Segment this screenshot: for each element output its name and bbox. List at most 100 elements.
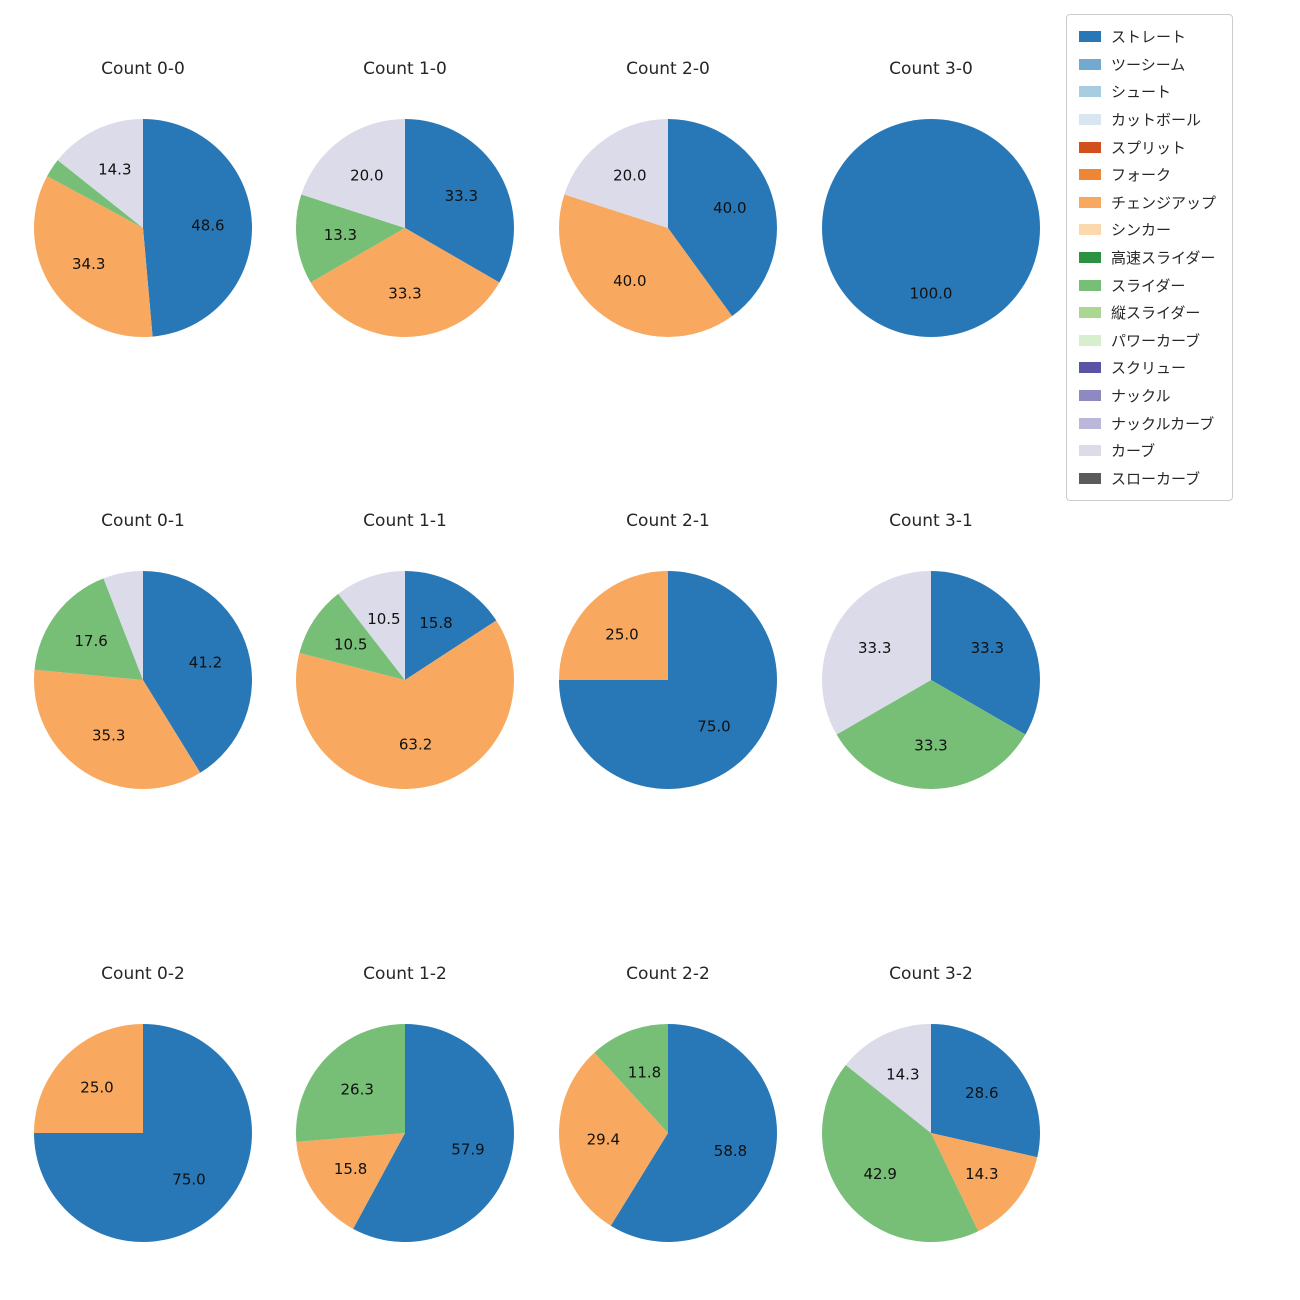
slice-percentage-label: 57.9 bbox=[451, 1140, 484, 1158]
slice-percentage-label: 25.0 bbox=[80, 1078, 113, 1096]
pie-slice bbox=[103, 571, 143, 680]
pie-chart: 28.6 14.3 42.9 14.3 bbox=[821, 1024, 1041, 1243]
pie-chart: 41.2 35.3 17.6 bbox=[33, 571, 252, 790]
slice-percentage-label: 13.3 bbox=[324, 226, 357, 244]
pie-slice bbox=[836, 680, 1026, 790]
pie-slice bbox=[47, 160, 143, 228]
pie-slice bbox=[931, 1024, 1041, 1158]
chart-title: Count 0-1 bbox=[101, 511, 185, 531]
pie-slice bbox=[594, 1024, 668, 1133]
slice-percentage-label: 33.3 bbox=[971, 639, 1004, 657]
legend-item: ナックルカーブ bbox=[1079, 409, 1216, 437]
legend-label: カーブ bbox=[1111, 442, 1156, 461]
pie-slice bbox=[33, 669, 201, 790]
legend-item: ツーシーム bbox=[1079, 51, 1216, 79]
legend-item: チェンジアップ bbox=[1079, 189, 1216, 217]
legend-item: パワーカーブ bbox=[1079, 327, 1216, 355]
chart-title: Count 0-0 bbox=[101, 59, 185, 79]
slice-percentage-label: 40.0 bbox=[613, 272, 646, 290]
legend-swatch bbox=[1079, 58, 1101, 70]
slice-percentage-label: 63.2 bbox=[399, 735, 432, 753]
legend-item: シュート bbox=[1079, 78, 1216, 106]
legend-label: スローカーブ bbox=[1111, 469, 1201, 488]
pie-slice bbox=[564, 119, 668, 228]
slice-percentage-label: 15.8 bbox=[419, 614, 452, 632]
pie-slice bbox=[610, 1024, 778, 1242]
slice-percentage-label: 33.3 bbox=[858, 639, 891, 657]
legend-swatch bbox=[1079, 334, 1101, 346]
legend-item: フォーク bbox=[1079, 161, 1216, 189]
slice-percentage-label: 35.3 bbox=[92, 726, 125, 744]
pie-slice bbox=[338, 571, 405, 680]
slice-percentage-label: 17.6 bbox=[74, 632, 107, 650]
legend-item: シンカー bbox=[1079, 216, 1216, 244]
legend-swatch bbox=[1079, 114, 1101, 126]
slice-percentage-label: 41.2 bbox=[189, 654, 222, 672]
pie-slice bbox=[33, 176, 153, 338]
slice-percentage-label: 33.3 bbox=[445, 187, 478, 205]
slice-percentage-label: 58.8 bbox=[714, 1142, 747, 1160]
legend-label: ストレート bbox=[1111, 28, 1187, 47]
pie-chart: 15.8 63.2 10.510.5 bbox=[295, 571, 514, 789]
slice-percentage-label: 100.0 bbox=[910, 284, 953, 302]
pie-chart: 33.3 33.3 33.3 bbox=[821, 571, 1041, 790]
pie-slice bbox=[668, 119, 777, 317]
legend-label: シンカー bbox=[1111, 221, 1172, 240]
legend-swatch bbox=[1079, 31, 1101, 43]
slice-percentage-label: 14.3 bbox=[965, 1165, 998, 1183]
legend-swatch bbox=[1079, 196, 1101, 208]
pie-chart: 75.0 25.0 bbox=[34, 1024, 252, 1242]
pie-slice bbox=[353, 1024, 514, 1242]
legend-swatch bbox=[1079, 86, 1101, 98]
pie-chart: 40.0 40.0 20.0 bbox=[558, 119, 777, 338]
legend-label: カットボール bbox=[1111, 111, 1202, 130]
chart-title: Count 2-0 bbox=[626, 59, 710, 79]
legend-label: 縦スライダー bbox=[1111, 304, 1201, 323]
pie-slice bbox=[295, 620, 514, 789]
pie-chart: 75.0 25.0 bbox=[559, 571, 777, 789]
legend-label: シュート bbox=[1111, 83, 1172, 102]
legend-label: ナックル bbox=[1111, 387, 1171, 406]
pie-slice bbox=[299, 593, 405, 680]
pie-slice bbox=[931, 571, 1041, 735]
slice-percentage-label: 26.3 bbox=[340, 1080, 373, 1098]
pie-slice bbox=[821, 1065, 979, 1243]
legend-swatch bbox=[1079, 224, 1101, 236]
slice-percentage-label: 75.0 bbox=[172, 1170, 205, 1188]
legend-label: スライダー bbox=[1111, 276, 1186, 295]
pie-slice bbox=[405, 571, 497, 680]
slice-percentage-label: 10.5 bbox=[367, 610, 400, 628]
pie-slice bbox=[143, 571, 252, 773]
legend-swatch bbox=[1079, 252, 1101, 264]
chart-title: Count 3-1 bbox=[889, 511, 973, 531]
legend-label: ナックルカーブ bbox=[1111, 414, 1215, 433]
pie-slice bbox=[295, 1024, 405, 1142]
legend-item: スプリット bbox=[1079, 133, 1216, 161]
pie-slice bbox=[405, 119, 515, 283]
legend-swatch bbox=[1079, 390, 1101, 402]
legend: ストレートツーシームシュートカットボールスプリットフォークチェンジアップシンカー… bbox=[1066, 14, 1234, 502]
chart-title: Count 1-1 bbox=[363, 511, 447, 531]
pie-slice bbox=[558, 194, 733, 338]
pie-slice bbox=[845, 1024, 931, 1133]
pie-chart: 33.3 33.3 13.3 20.0 bbox=[295, 118, 515, 338]
pie-slice bbox=[295, 194, 405, 283]
slice-percentage-label: 42.9 bbox=[863, 1165, 896, 1183]
legend-label: フォーク bbox=[1111, 166, 1172, 185]
slice-percentage-label: 15.8 bbox=[334, 1160, 367, 1178]
slice-percentage-label: 10.5 bbox=[334, 636, 367, 654]
slice-percentage-label: 25.0 bbox=[605, 625, 638, 643]
legend-label: パワーカーブ bbox=[1111, 331, 1201, 350]
legend-item: カットボール bbox=[1079, 106, 1216, 134]
legend-swatch bbox=[1079, 141, 1101, 153]
legend-swatch bbox=[1079, 307, 1101, 319]
slice-percentage-label: 75.0 bbox=[697, 717, 730, 735]
slice-percentage-label: 14.3 bbox=[886, 1066, 919, 1084]
legend-item: ナックル bbox=[1079, 382, 1216, 410]
legend-item: スローカーブ bbox=[1079, 465, 1216, 493]
legend-item: スクリュー bbox=[1079, 354, 1216, 382]
chart-title: Count 1-0 bbox=[363, 59, 447, 79]
slice-percentage-label: 14.3 bbox=[98, 161, 131, 179]
legend-item: 縦スライダー bbox=[1079, 299, 1216, 327]
slice-percentage-label: 40.0 bbox=[713, 199, 746, 217]
